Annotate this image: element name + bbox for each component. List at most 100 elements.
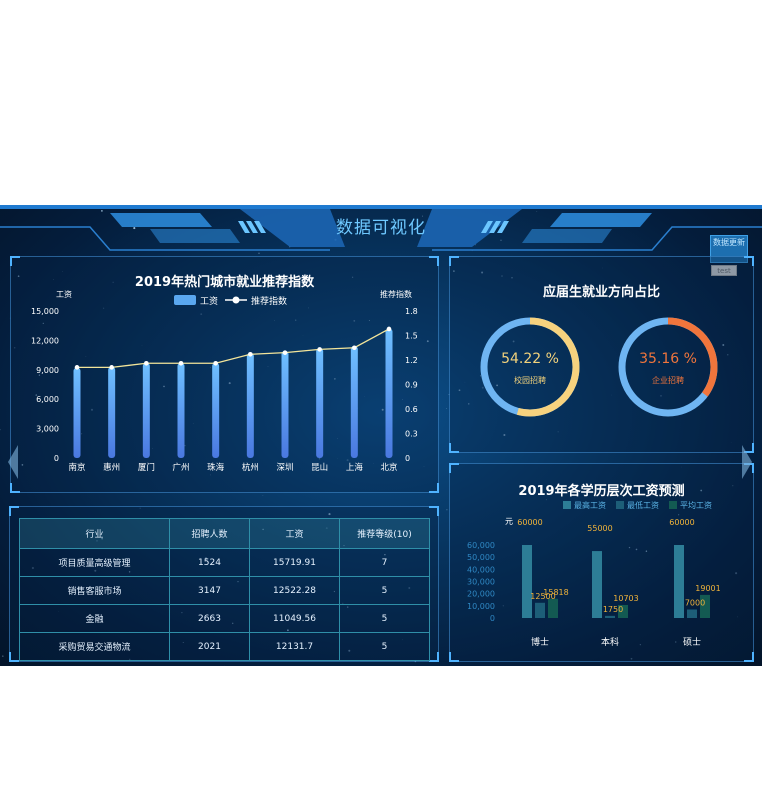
index-point[interactable] <box>386 326 392 332</box>
index-line <box>77 328 390 368</box>
salary-bar[interactable] <box>687 609 697 618</box>
salary-bar[interactable] <box>108 366 116 458</box>
index-point[interactable] <box>352 345 357 351</box>
index-point[interactable] <box>248 351 253 357</box>
city-label: 惠州 <box>103 462 120 473</box>
col-industry: 行业 <box>19 518 170 549</box>
next-arrow-icon[interactable] <box>742 445 752 479</box>
index-point[interactable] <box>74 365 80 370</box>
y-tick-label: 12,000 <box>31 336 59 345</box>
city-chart-panel: 2019年热门城市就业推荐指数 工资 推荐指数 工资 推荐指数 15,000 12… <box>10 256 439 493</box>
table-row: 金融 2663 11049.56 5 <box>19 604 430 633</box>
index-point[interactable] <box>144 360 149 366</box>
star-dot <box>446 408 447 409</box>
legend-min[interactable]: 最低工资 <box>616 500 659 510</box>
cell-salary: 11049.56 <box>249 604 340 633</box>
bar-value-label: 12500 <box>530 592 555 601</box>
salary-bar[interactable] <box>592 551 602 618</box>
table-row: 采购贸易交通物流 2021 12131.7 5 <box>19 632 430 661</box>
index-point[interactable] <box>317 347 322 352</box>
salary-bar[interactable] <box>700 594 710 618</box>
cell-hires: 2663 <box>169 604 250 633</box>
salary-bar[interactable] <box>548 598 558 618</box>
y-tick-label: 0 <box>54 454 59 463</box>
city-label: 珠海 <box>207 462 225 473</box>
data-update-button[interactable]: 数据更新 <box>710 235 748 263</box>
bar-value-label: 7000 <box>685 598 705 607</box>
cell-rating: 5 <box>339 576 430 605</box>
cell-hires: 2021 <box>169 632 250 661</box>
legend-avg[interactable]: 平均工资 <box>669 500 712 510</box>
page-title: 数据可视化 <box>336 218 426 238</box>
y2-tick-label: 1.8 <box>405 307 418 316</box>
legend-avg-label: 平均工资 <box>680 500 712 510</box>
salary-bar[interactable] <box>212 362 220 458</box>
legend-max-label: 最高工资 <box>574 500 606 510</box>
education-chart-title: 2019年各学历层次工资预测 <box>518 484 685 499</box>
industry-table: 行业 招聘人数 工资 推荐等级(10) 项目质量高级管理 1524 15719.… <box>19 518 430 661</box>
city-label: 昆山 <box>311 462 328 473</box>
cell-hires: 3147 <box>169 576 250 605</box>
salary-bar[interactable] <box>535 602 545 618</box>
legend-salary-label: 工资 <box>200 296 218 307</box>
city-label: 南京 <box>68 462 85 473</box>
star-dot <box>262 495 264 496</box>
ring-company-label: 企业招聘 <box>652 375 684 385</box>
table-header-row: 行业 招聘人数 工资 推荐等级(10) <box>19 518 430 549</box>
bar-value-label: 55000 <box>587 524 612 533</box>
salary-bar[interactable] <box>316 348 324 458</box>
salary-bar[interactable] <box>350 346 358 458</box>
cell-industry: 采购贸易交通物流 <box>19 632 170 661</box>
degree-label: 硕士 <box>683 636 701 648</box>
cell-hires: 1524 <box>169 548 250 577</box>
y2-tick-label: 0.3 <box>405 430 418 439</box>
table-row: 销售客服市场 3147 12522.28 5 <box>19 576 430 605</box>
y2-tick-label: 0 <box>405 454 410 463</box>
ratio-title: 应届生就业方向占比 <box>542 285 660 300</box>
salary-bar[interactable] <box>674 545 684 618</box>
salary-bar[interactable] <box>177 362 185 458</box>
bar-value-label: 1750 <box>603 605 623 614</box>
index-point[interactable] <box>213 360 218 366</box>
test-button[interactable]: test <box>711 265 737 276</box>
city-label: 杭州 <box>242 462 259 473</box>
y-tick-label: 15,000 <box>31 307 59 316</box>
salary-bar[interactable] <box>246 353 254 458</box>
index-point[interactable] <box>109 365 114 370</box>
salary-bar[interactable] <box>281 351 289 458</box>
bar-value-label: 15818 <box>543 588 568 597</box>
city-label: 厦门 <box>138 462 155 473</box>
cell-industry: 项目质量高级管理 <box>19 548 170 577</box>
degree-label: 本科 <box>601 636 619 648</box>
y-tick-label: 20,000 <box>467 590 495 599</box>
prev-arrow-icon[interactable] <box>8 445 18 479</box>
dashboard-screen: 数据可视化 数据更新 test 2019年热门城市就业推荐指数 工资 推荐指数 … <box>0 205 762 666</box>
index-point[interactable] <box>178 360 184 366</box>
salary-bar[interactable] <box>385 328 393 458</box>
y-tick-label: 50,000 <box>467 553 495 562</box>
ring-company-percent: 35.16 % <box>639 351 697 367</box>
ring-company: 35.16 % 企业招聘 <box>618 317 718 417</box>
index-point[interactable] <box>282 350 288 355</box>
y2-tick-label: 1.5 <box>405 332 418 341</box>
star-dot <box>0 428 1 431</box>
y-tick-label: 3,000 <box>36 425 59 434</box>
legend-index[interactable]: 推荐指数 <box>225 295 287 307</box>
ratio-rings: 54.22 % 校园招聘 35.16 % 企业招聘 <box>480 317 718 417</box>
salary-bar[interactable] <box>522 545 532 618</box>
cell-rating: 5 <box>339 632 430 661</box>
y2-axis-title: 推荐指数 <box>380 289 412 299</box>
cell-salary: 12522.28 <box>249 576 340 605</box>
salary-bar[interactable] <box>618 604 628 618</box>
legend-salary[interactable]: 工资 <box>174 295 218 307</box>
y2-tick-label: 0.6 <box>405 405 418 414</box>
education-chart-panel: 2019年各学历层次工资预测 最高工资 最低工资 平均工资 元 60,000 50… <box>449 463 754 662</box>
degree-label: 博士 <box>531 636 549 648</box>
salary-bar[interactable] <box>142 362 150 458</box>
y-tick-label: 0 <box>490 614 495 623</box>
salary-bar[interactable] <box>73 367 81 458</box>
industry-table-panel: 行业 招聘人数 工资 推荐等级(10) 项目质量高级管理 1524 15719.… <box>9 506 439 662</box>
city-chart-title: 2019年热门城市就业推荐指数 <box>134 275 315 290</box>
legend-max[interactable]: 最高工资 <box>563 500 606 510</box>
salary-bar[interactable] <box>605 615 615 618</box>
